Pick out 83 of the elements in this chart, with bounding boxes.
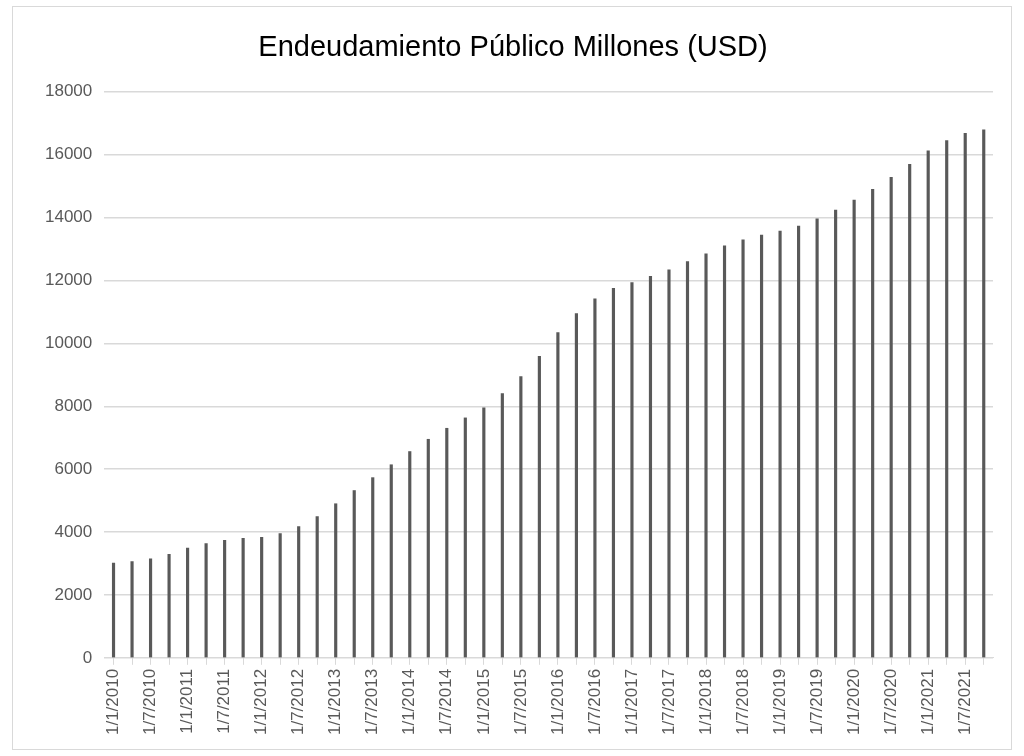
x-tick-label: 1/1/2012 <box>251 668 271 736</box>
y-tick-label: 0 <box>82 647 93 667</box>
bar <box>426 438 430 658</box>
bar <box>278 533 282 658</box>
x-tick-label: 1/1/2011 <box>177 668 197 734</box>
x-tick-label: 1/7/2014 <box>436 668 456 736</box>
bar <box>963 132 967 658</box>
bar <box>204 543 208 658</box>
bar <box>371 477 375 658</box>
bar <box>704 253 708 658</box>
x-tick-label: 1/1/2016 <box>547 668 567 736</box>
chart-title: Endeudamiento Público Millones (USD) <box>258 30 768 63</box>
bar <box>186 547 190 658</box>
y-tick-label: 18000 <box>44 81 93 101</box>
x-tick-label: 1/7/2012 <box>288 668 308 736</box>
x-tick-label: 1/1/2015 <box>473 668 493 736</box>
bar <box>834 209 838 658</box>
bar <box>741 239 745 658</box>
bar <box>556 332 560 658</box>
bar <box>130 561 134 658</box>
bar <box>537 355 541 658</box>
x-tick-label: 1/1/2021 <box>917 668 937 736</box>
bar <box>574 313 578 658</box>
x-tick-label: 1/1/2018 <box>695 668 715 736</box>
bar <box>334 503 338 658</box>
x-tick-label: 1/7/2020 <box>880 668 900 736</box>
bar <box>519 376 523 658</box>
bar <box>945 140 949 658</box>
y-tick-label: 14000 <box>44 207 93 227</box>
x-tick-label: 1/7/2015 <box>510 668 530 736</box>
y-tick-label: 6000 <box>54 458 93 478</box>
bar <box>148 558 153 658</box>
bar <box>648 276 653 658</box>
y-tick-label: 2000 <box>54 584 93 604</box>
x-tick-label: 1/7/2016 <box>584 668 604 736</box>
x-tick-label: 1/1/2017 <box>621 668 641 736</box>
bar <box>463 417 467 658</box>
bar <box>593 298 597 658</box>
x-tick-label: 1/7/2010 <box>140 668 160 736</box>
x-tick-label: 1/7/2011 <box>214 668 234 734</box>
bar <box>315 516 319 658</box>
bar <box>630 282 634 658</box>
bar <box>223 539 227 658</box>
bar <box>408 451 412 658</box>
bar <box>611 288 616 658</box>
x-tick-label: 1/1/2014 <box>399 668 419 736</box>
bar <box>908 164 912 658</box>
bar <box>482 407 486 658</box>
x-tick-label: 1/1/2019 <box>769 668 789 736</box>
bar <box>778 230 782 658</box>
bar <box>759 234 764 658</box>
x-tick-label: 1/1/2020 <box>843 668 863 736</box>
bar <box>871 188 875 658</box>
bar <box>926 150 930 658</box>
x-tick-label: 1/7/2019 <box>806 668 826 736</box>
x-tick-label: 1/1/2013 <box>325 668 345 736</box>
y-tick-label: 8000 <box>54 395 93 415</box>
x-tick-label: 1/7/2017 <box>658 668 678 736</box>
bar <box>797 225 801 658</box>
bar <box>722 245 727 658</box>
y-tick-label: 4000 <box>54 521 93 541</box>
bar <box>815 218 819 658</box>
bar <box>982 129 986 658</box>
y-tick-label: 12000 <box>44 270 93 290</box>
x-tick-label: 1/7/2018 <box>732 668 752 736</box>
bar <box>445 427 449 658</box>
bar <box>260 537 264 658</box>
bar <box>500 393 504 658</box>
bar <box>352 490 356 658</box>
bar <box>889 177 893 658</box>
y-tick-label: 10000 <box>44 333 93 353</box>
x-tick-label: 1/7/2021 <box>954 668 974 736</box>
bar <box>167 554 171 658</box>
bar <box>685 261 690 658</box>
bar <box>852 199 856 658</box>
bar <box>111 562 116 658</box>
bar <box>241 538 245 658</box>
bar <box>389 464 393 658</box>
y-tick-label: 16000 <box>44 144 93 164</box>
bar <box>667 269 671 658</box>
x-tick-label: 1/1/2010 <box>103 668 123 736</box>
bar <box>297 526 301 658</box>
x-tick-label: 1/7/2013 <box>362 668 382 736</box>
